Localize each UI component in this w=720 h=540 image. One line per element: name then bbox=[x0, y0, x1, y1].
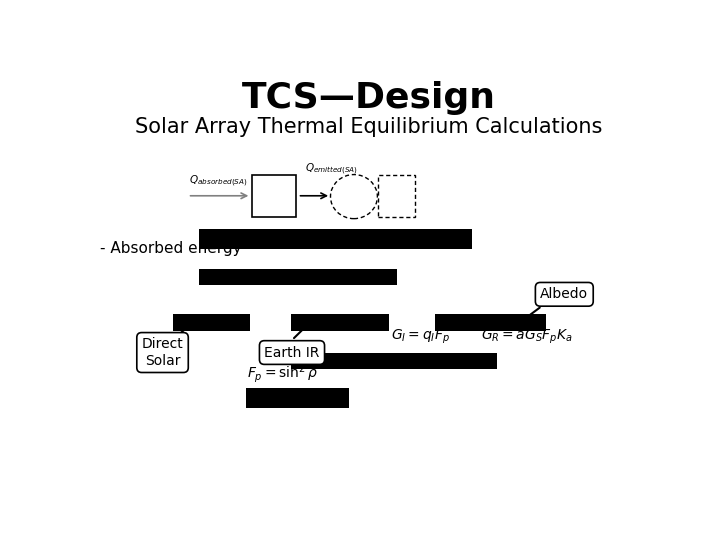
Text: Albedo: Albedo bbox=[540, 287, 588, 301]
Text: $G_I = q_I F_p$: $G_I = q_I F_p$ bbox=[392, 328, 450, 346]
Text: $Q_{\mathit{emitted(SA)}}$: $Q_{\mathit{emitted(SA)}}$ bbox=[305, 162, 358, 177]
Text: Direct
Solar: Direct Solar bbox=[142, 338, 184, 368]
Text: $G_R = aG_S F_p K_a$: $G_R = aG_S F_p K_a$ bbox=[481, 328, 572, 346]
Bar bbox=[291, 314, 389, 331]
Bar bbox=[252, 175, 297, 217]
Text: - Absorbed energy: - Absorbed energy bbox=[100, 241, 242, 256]
Bar bbox=[291, 353, 498, 369]
Bar bbox=[199, 268, 397, 285]
Bar bbox=[379, 175, 415, 217]
Text: Solar Array Thermal Equilibrium Calculations: Solar Array Thermal Equilibrium Calculat… bbox=[135, 117, 603, 137]
Bar bbox=[246, 388, 349, 408]
Text: $F_p = \sin^2 \rho$: $F_p = \sin^2 \rho$ bbox=[248, 362, 318, 385]
Text: Earth IR: Earth IR bbox=[264, 346, 320, 360]
Text: $Q_{\mathit{absorbed(SA)}}$: $Q_{\mathit{absorbed(SA)}}$ bbox=[189, 173, 248, 189]
Bar bbox=[173, 314, 250, 331]
Bar bbox=[199, 228, 472, 248]
Text: TCS—Design: TCS—Design bbox=[242, 81, 496, 115]
Bar bbox=[435, 314, 546, 331]
